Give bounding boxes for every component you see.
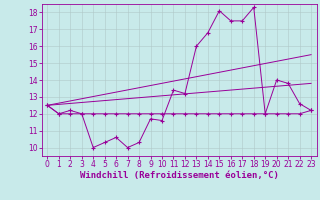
X-axis label: Windchill (Refroidissement éolien,°C): Windchill (Refroidissement éolien,°C) (80, 171, 279, 180)
